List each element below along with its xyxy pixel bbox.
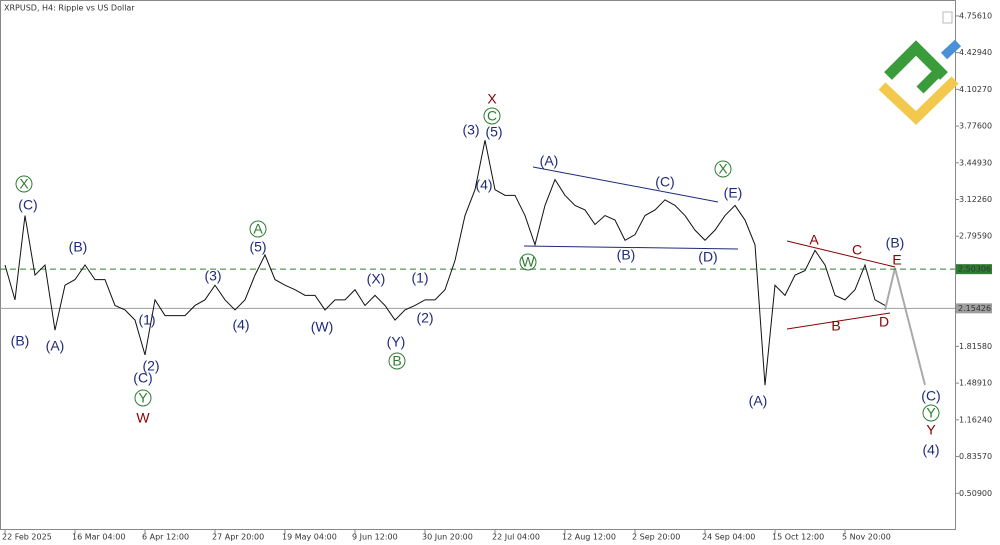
wave-label: (W) xyxy=(311,319,334,335)
x-tick-label: 22 Feb 2025 xyxy=(2,533,52,542)
wave-label: E xyxy=(892,252,901,268)
wave-label: X xyxy=(19,176,29,192)
y-tick-label: 2.79590 xyxy=(959,232,992,241)
wave-label: W xyxy=(136,410,150,426)
logo-yellow xyxy=(878,76,959,125)
price-tag xyxy=(956,303,992,314)
wave-label: D xyxy=(879,314,889,330)
plot-border xyxy=(0,0,956,530)
logo-blue xyxy=(940,39,962,60)
wave-label: C xyxy=(487,108,497,124)
wave-label: (4) xyxy=(232,317,249,333)
wave-label: X xyxy=(718,161,728,177)
wave-circle xyxy=(388,352,406,370)
wave-label: C xyxy=(852,242,862,258)
wave-label: (5) xyxy=(249,239,266,255)
wave-circle xyxy=(714,160,732,178)
wave-label: (4) xyxy=(475,177,492,193)
logo-green-2 xyxy=(916,68,942,94)
wave-label: (C) xyxy=(655,174,674,190)
wave-label: (3) xyxy=(462,122,479,138)
wave-circle xyxy=(483,107,501,125)
wave-label: B xyxy=(831,318,840,334)
x-tick-label: 6 Apr 12:00 xyxy=(142,533,189,542)
wave-label: (2) xyxy=(416,310,433,326)
y-tick-label: 4.75610 xyxy=(959,11,992,20)
chart-title: XRPUSD, H4: Ripple vs US Dollar xyxy=(4,4,135,13)
trend-lines xyxy=(523,166,926,386)
price-tag-label: 2.50306 xyxy=(958,265,991,274)
x-tick-label: 22 Jul 04:00 xyxy=(492,533,540,542)
y-tick-label: 3.77600 xyxy=(959,122,992,131)
wave-label: W xyxy=(521,254,535,270)
y-tick-label: 4.42940 xyxy=(959,48,992,57)
x-tick-label: 5 Nov 20:00 xyxy=(842,533,891,542)
y-tick-label: 1.16240 xyxy=(959,415,992,424)
wave-label: X xyxy=(487,91,497,107)
wave-label: (B) xyxy=(886,235,905,251)
x-tick-label: 12 Aug 12:00 xyxy=(562,533,616,542)
price-tag-label: 2.15426 xyxy=(958,304,991,313)
wave-label: A xyxy=(809,232,819,248)
x-tick-label: 9 Jun 12:00 xyxy=(352,533,398,542)
wave-label: (A) xyxy=(46,338,65,354)
wave-label: (B) xyxy=(69,239,88,255)
price-line xyxy=(4,140,886,386)
x-tick-label: 16 Mar 04:00 xyxy=(72,533,125,542)
wave-label: (5) xyxy=(485,124,502,140)
wave-label: B xyxy=(392,353,401,369)
wave-label: (B) xyxy=(11,333,30,349)
wave-label: Y xyxy=(138,390,148,406)
x-tick-label: 2 Sep 20:00 xyxy=(632,533,680,542)
wave-label: (3) xyxy=(204,268,221,284)
wave-label: (2) xyxy=(142,358,159,374)
wave-label: (4) xyxy=(922,442,939,458)
wave-label: (D) xyxy=(698,249,717,265)
trend-line xyxy=(786,312,891,330)
projection xyxy=(884,267,926,386)
icon xyxy=(942,11,953,24)
wave-circle xyxy=(249,220,267,238)
wave-label: Y xyxy=(926,422,936,438)
wave-label: A xyxy=(253,221,263,237)
wave-label: (1) xyxy=(138,312,155,328)
wave-label: (1) xyxy=(411,270,428,286)
y-tick-label: 1.81580 xyxy=(959,342,992,351)
x-tick-label: 24 Sep 04:00 xyxy=(702,533,755,542)
wave-label: (A) xyxy=(540,153,559,169)
y-tick-label: 0.50900 xyxy=(959,489,992,498)
wave-circle xyxy=(15,175,33,193)
x-tick-label: 19 May 04:00 xyxy=(282,533,337,542)
logo xyxy=(878,39,962,125)
wave-label: Y xyxy=(926,405,936,421)
wave-circle xyxy=(922,404,940,422)
y-tick-label: 3.44930 xyxy=(959,158,992,167)
wave-label: (A) xyxy=(749,393,768,409)
x-tick-label: 15 Oct 12:00 xyxy=(772,533,824,542)
wave-label: (C) xyxy=(18,197,37,213)
trend-line xyxy=(786,240,896,268)
y-tick-label: 0.83570 xyxy=(959,452,992,461)
wave-circle xyxy=(519,253,537,271)
x-tick-label: 27 Apr 20:00 xyxy=(212,533,264,542)
y-tick-label: 4.10270 xyxy=(959,85,992,94)
wave-circle xyxy=(134,389,152,407)
x-tick-label: 30 Jun 20:00 xyxy=(422,533,473,542)
logo-green xyxy=(884,40,948,80)
price-tag xyxy=(956,264,992,275)
wave-label: (C) xyxy=(133,370,152,386)
y-tick-label: 1.48910 xyxy=(959,379,992,388)
trend-line xyxy=(532,166,719,203)
y-tick-label: 3.12260 xyxy=(959,195,992,204)
wave-label: (X) xyxy=(367,271,386,287)
wave-label: (C) xyxy=(921,388,940,404)
wave-label: (Y) xyxy=(387,334,406,350)
wave-label: (B) xyxy=(617,247,636,263)
wave-label: (E) xyxy=(724,185,743,201)
trend-line xyxy=(523,245,739,250)
